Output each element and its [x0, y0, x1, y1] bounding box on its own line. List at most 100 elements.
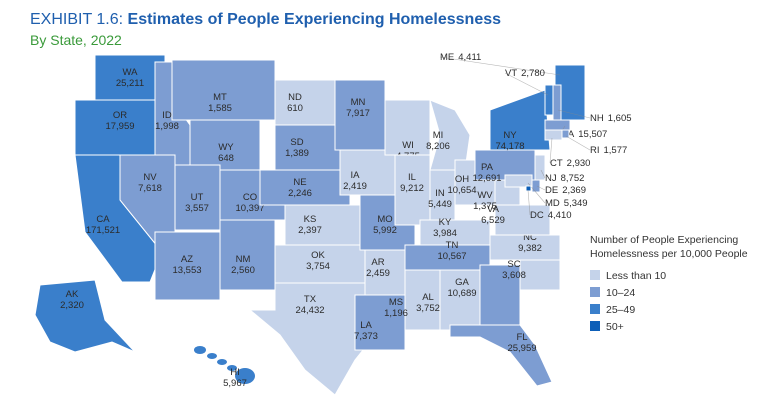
state-abbr: OK [311, 250, 325, 261]
state-value: 3,984 [433, 228, 457, 239]
state-value: 1,196 [384, 308, 408, 319]
state-value: 3,557 [185, 203, 209, 214]
state-shape [552, 84, 562, 121]
state-abbr: NM [236, 254, 251, 265]
island [194, 346, 206, 354]
callout-line [536, 185, 546, 191]
state-value: 4,410 [548, 210, 572, 221]
state-abbr: VT [505, 68, 517, 79]
callout-line [527, 189, 531, 216]
state-abbr: KS [304, 214, 317, 225]
callout-line [549, 137, 553, 164]
state-abbr: NC [523, 232, 537, 243]
state-value: 15,507 [578, 129, 607, 140]
state-abbr: WV [477, 190, 493, 201]
state-value: 1,577 [604, 145, 628, 156]
state-abbr: GA [455, 277, 469, 288]
state-value: 6,529 [481, 215, 505, 226]
state-value: 7,373 [354, 331, 378, 342]
state-label: NJ 8,752 [545, 173, 584, 184]
callout-line [557, 109, 591, 119]
state-abbr: KY [439, 217, 452, 228]
state-abbr: IL [408, 172, 416, 183]
legend-swatch [590, 287, 600, 297]
subtitle: By State, 2022 [30, 32, 122, 48]
state-value: 8,752 [561, 173, 585, 184]
state-abbr: TN [446, 240, 459, 251]
state-value: 1,389 [285, 148, 309, 159]
state-shape [519, 259, 561, 291]
state-value: 610 [287, 103, 303, 114]
legend-swatch [590, 304, 600, 314]
state-abbr: DC [530, 210, 544, 221]
state-abbr: ME [440, 52, 454, 63]
title: EXHIBIT 1.6: Estimates of People Experie… [30, 11, 501, 28]
state-label: RI 1,577 [590, 145, 627, 156]
state-value: 8,206 [426, 141, 450, 152]
island [235, 368, 255, 384]
island [227, 365, 237, 371]
state-value: 2,419 [343, 181, 367, 192]
state-value: 2,930 [567, 158, 591, 169]
state-abbr: AL [422, 292, 434, 303]
state-label: MD 5,349 [545, 198, 588, 209]
state-shape [274, 79, 336, 126]
state-label: CT 2,930 [550, 158, 590, 169]
state-value: 7,917 [346, 108, 370, 119]
callout-line [439, 56, 561, 76]
state-abbr: NJ [545, 173, 557, 184]
state-value: 7,618 [138, 183, 162, 194]
state-abbr: OH [455, 174, 469, 185]
state-shape [489, 89, 551, 151]
exhibit-label: EXHIBIT 1.6: [30, 11, 123, 28]
state-abbr: MT [213, 92, 227, 103]
state-value: 171,521 [86, 225, 120, 236]
state-shape [504, 174, 533, 188]
state-abbr: ND [288, 92, 302, 103]
legend-label: 25–49 [606, 304, 635, 316]
callout-line [504, 72, 549, 96]
state-value: 10,654 [447, 185, 476, 196]
state-value: 2,560 [231, 265, 255, 276]
legend-title: Number of People Experiencing [590, 234, 738, 246]
state-abbr: PA [481, 162, 494, 173]
state-value: 5,967 [223, 378, 247, 389]
state-value: 10,689 [447, 288, 476, 299]
state-value: 24,432 [295, 305, 324, 316]
state-value: 9,212 [400, 183, 424, 194]
state-abbr: UT [191, 192, 204, 203]
state-value: 1,585 [208, 103, 232, 114]
state-value: 25,959 [507, 343, 536, 354]
state-abbr: MO [377, 214, 392, 225]
state-shape [34, 279, 136, 353]
state-shape [284, 204, 366, 246]
state-label: DC 4,410 [530, 210, 572, 221]
state-abbr: HI [230, 367, 240, 378]
state-value: 2,246 [288, 188, 312, 199]
state-abbr: AK [66, 289, 79, 300]
callout-line [540, 169, 546, 179]
state-abbr: CT [550, 158, 563, 169]
state-label: ME 4,411 [440, 52, 481, 63]
state-abbr: LA [360, 320, 372, 331]
legend: Number of People Experiencing Homelessnes… [590, 234, 748, 333]
state-value: 2,780 [521, 68, 545, 79]
state-abbr: IA [351, 170, 361, 181]
state-value: 12,691 [472, 173, 501, 184]
state-abbr: MN [351, 97, 366, 108]
state-abbr: VA [487, 204, 500, 215]
state-value: 9,382 [518, 243, 542, 254]
state-value: 2,397 [298, 225, 322, 236]
legend-swatch [590, 270, 600, 280]
legend-label: Less than 10 [606, 270, 666, 282]
state-abbr: NH [590, 113, 604, 124]
state-abbr: CA [96, 214, 110, 225]
state-abbr: NE [293, 177, 306, 188]
state-abbr: NY [503, 130, 517, 141]
island [207, 353, 217, 359]
state-shape [494, 204, 551, 236]
state-shape [154, 231, 221, 301]
state-abbr: DE [545, 185, 558, 196]
